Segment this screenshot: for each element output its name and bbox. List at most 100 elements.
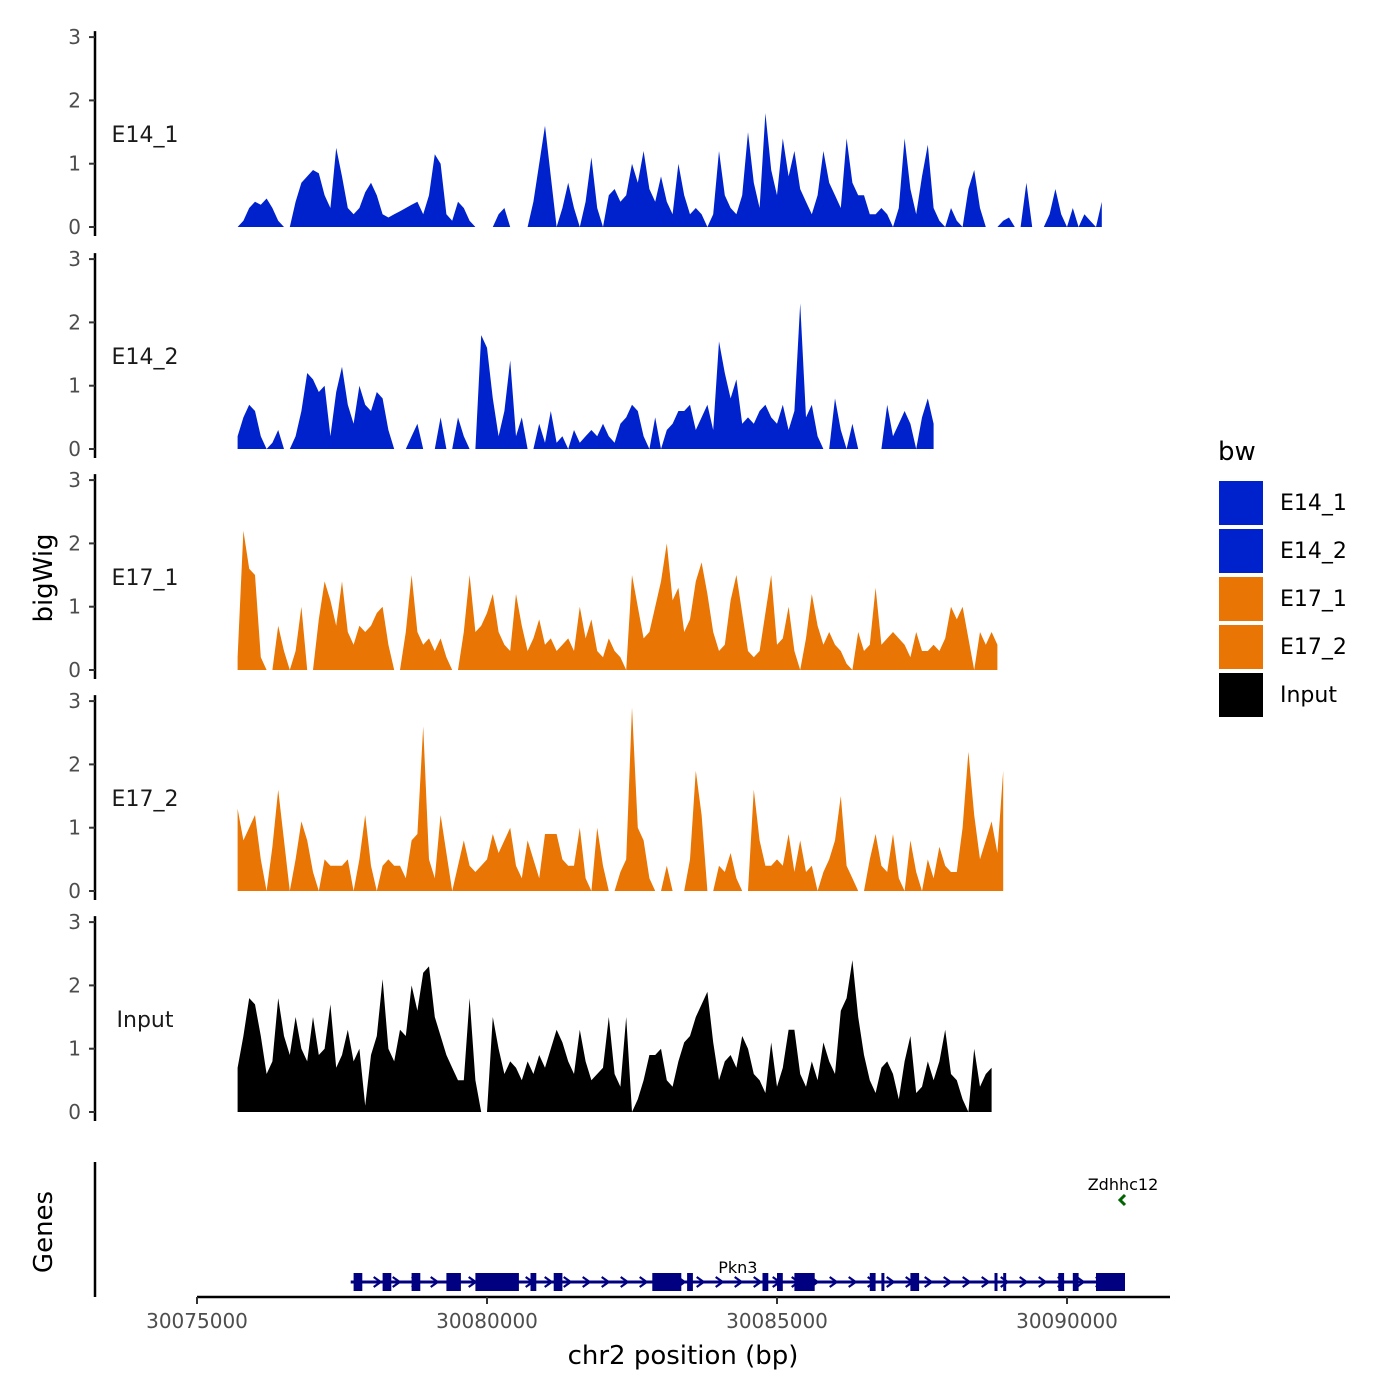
legend-swatch — [1219, 625, 1263, 669]
track-E14_2: 0 1 2 3 E14_2 — [68, 247, 934, 461]
y-tick-label: 1 — [68, 595, 81, 619]
y-tick-label: 3 — [68, 689, 81, 713]
gene-exon — [777, 1273, 783, 1291]
coverage-area-Input — [237, 960, 992, 1112]
strand-arrow — [696, 1276, 706, 1288]
legend-swatch — [1219, 481, 1263, 525]
track-label: E14_2 — [112, 345, 179, 370]
strand-arrow — [924, 1276, 934, 1288]
strand-arrow — [392, 1276, 402, 1288]
x-tick-label: 30080000 — [436, 1309, 538, 1333]
legend-label: E17_2 — [1280, 635, 1347, 660]
strand-arrow — [582, 1276, 592, 1288]
gene-exon — [553, 1273, 563, 1291]
y-tick-label: 0 — [68, 215, 81, 239]
y-tick-label: 2 — [68, 973, 81, 997]
strand-arrow — [1117, 1193, 1127, 1207]
y-axis-title: bigWig — [29, 533, 59, 622]
legend-label: E17_1 — [1280, 587, 1347, 612]
gene-exon — [475, 1273, 519, 1291]
strand-arrow — [1019, 1276, 1029, 1288]
y-tick-label: 0 — [68, 658, 81, 682]
tracks-layer: 0 1 2 3 E14_1 0 1 2 3 E14_2 0 1 2 3 E17_1 0 1 2 3 E17_2 0 1 2 3… — [68, 25, 1102, 1124]
coverage-area-E17_2 — [237, 707, 1004, 891]
y-tick-label: 3 — [68, 468, 81, 492]
strand-arrow — [753, 1276, 763, 1288]
legend-swatch — [1219, 673, 1263, 717]
coverage-area-E17_1 — [237, 530, 998, 670]
track-label: E14_1 — [112, 123, 179, 148]
strand-arrow — [734, 1276, 744, 1288]
coverage-area-E14_2 — [237, 303, 934, 449]
gene-exon — [687, 1273, 693, 1291]
track-E17_1: 0 1 2 3 E17_1 — [68, 468, 998, 682]
strand-arrow — [563, 1276, 573, 1288]
y-tick-label: 1 — [68, 374, 81, 398]
y-tick-label: 0 — [68, 1100, 81, 1124]
gene-exon — [794, 1273, 815, 1291]
y-tick-label: 2 — [68, 531, 81, 555]
strand-arrow — [886, 1276, 896, 1288]
gene-exon — [382, 1273, 392, 1291]
track-E17_2: 0 1 2 3 E17_2 — [68, 689, 1004, 903]
y-tick-label: 0 — [68, 437, 81, 461]
legend-title: bw — [1218, 437, 1256, 467]
gene-exon — [411, 1273, 421, 1291]
strand-arrow — [1000, 1276, 1010, 1288]
gene-exon — [1003, 1273, 1007, 1291]
genes-axis-title: Genes — [29, 1191, 59, 1273]
track-label: E17_2 — [112, 787, 179, 812]
y-tick-label: 2 — [68, 310, 81, 334]
gene-Zdhhc12: Zdhhc12 — [1088, 1175, 1159, 1207]
gene-label: Zdhhc12 — [1088, 1175, 1159, 1194]
y-tick-label: 3 — [68, 25, 81, 49]
x-tick-label: 30085000 — [726, 1309, 828, 1333]
gene-exon — [652, 1273, 682, 1291]
y-tick-label: 1 — [68, 152, 81, 176]
gene-exon — [530, 1273, 537, 1291]
strand-arrow — [639, 1276, 649, 1288]
x-tick-label: 30075000 — [146, 1309, 248, 1333]
track-Input: 0 1 2 3 Input — [68, 910, 992, 1124]
strand-arrow — [1038, 1276, 1048, 1288]
strand-arrow — [1076, 1276, 1086, 1288]
gene-exon — [353, 1273, 363, 1291]
strand-arrow — [943, 1276, 953, 1288]
gene-exon — [910, 1273, 920, 1291]
legend-swatch — [1219, 577, 1263, 621]
track-label: E17_1 — [112, 566, 179, 591]
strand-arrow — [544, 1276, 554, 1288]
y-tick-label: 1 — [68, 1037, 81, 1061]
strand-arrow — [848, 1276, 858, 1288]
genes-layer: Pkn3 Zdhhc12 — [93, 1162, 1159, 1297]
x-axis: 30075000 30080000 30085000 30090000 — [146, 1295, 1170, 1333]
y-tick-label: 3 — [68, 247, 81, 271]
x-tick-label: 30090000 — [1016, 1309, 1118, 1333]
gene-exon — [1096, 1273, 1125, 1291]
strand-arrow — [430, 1276, 440, 1288]
gene-exon — [869, 1273, 876, 1291]
y-tick-label: 3 — [68, 910, 81, 934]
gene-exon — [1072, 1273, 1079, 1291]
strand-arrow — [620, 1276, 630, 1288]
gene-exon — [994, 1273, 998, 1291]
gene-exon — [762, 1273, 769, 1291]
coverage-area-E14_1 — [237, 113, 1102, 227]
strand-arrow — [829, 1276, 839, 1288]
track-label: Input — [117, 1008, 174, 1033]
legend-label: E14_1 — [1280, 491, 1347, 516]
y-tick-label: 0 — [68, 879, 81, 903]
y-tick-label: 2 — [68, 752, 81, 776]
strand-arrow — [715, 1276, 725, 1288]
strand-arrow — [981, 1276, 991, 1288]
legend: bw E14_1 E14_2 E17_1 E17_2 Input — [1218, 437, 1347, 717]
gene-exon — [1058, 1273, 1065, 1291]
gene-exon — [881, 1273, 885, 1291]
legend-swatch — [1219, 529, 1263, 573]
strand-arrow — [962, 1276, 972, 1288]
gene-label: Pkn3 — [718, 1258, 757, 1277]
strand-arrow — [601, 1276, 611, 1288]
x-axis-title: chr2 position (bp) — [568, 1341, 799, 1371]
gene-Pkn3: Pkn3 — [350, 1258, 1125, 1291]
